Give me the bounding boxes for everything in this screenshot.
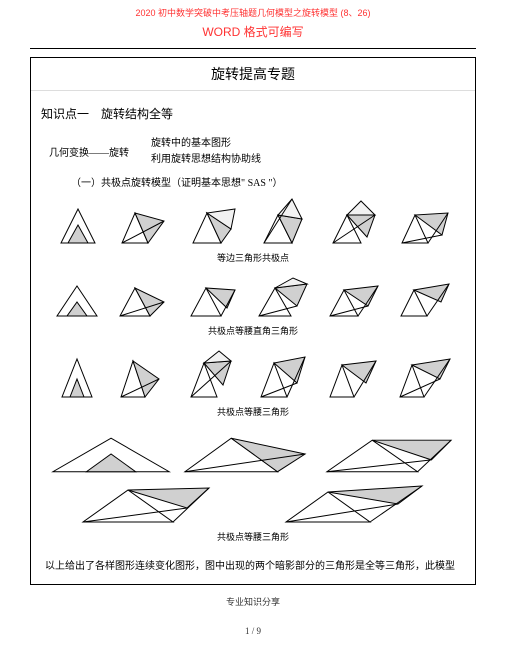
doc-header-sub: WORD 格式可编写: [0, 21, 506, 48]
fig-1-6: [398, 203, 454, 247]
page-title: 旋转提高专题: [31, 58, 475, 91]
footer-pagenum: 1 / 9: [0, 626, 506, 636]
fig-row-1: [41, 193, 465, 249]
fig-row-2: [41, 272, 465, 322]
content: 知识点一 旋转结构全等 几何变换——旋转 旋转中的基本图形 利用旋转思想结构协助…: [31, 91, 475, 584]
fig-3-2: [115, 355, 169, 401]
fig-2-1: [51, 280, 103, 320]
geo-transform-label: 几何变换——旋转: [49, 144, 129, 159]
fig-4-1: [47, 430, 175, 476]
fig-5-2: [280, 482, 430, 526]
fig-row-4: [41, 426, 465, 478]
caption-1: 等边三角形共极点: [41, 251, 465, 264]
fig-3-5: [324, 355, 382, 401]
fig-1-3: [187, 203, 241, 247]
fig-3-3: [183, 349, 239, 401]
fig-5-1: [77, 482, 217, 526]
top-rule: [30, 48, 476, 49]
fig-2-2: [116, 280, 172, 320]
line-b: 利用旋转思想结构协助线: [151, 152, 465, 168]
fig-1-5: [327, 199, 383, 247]
fig-row-3: [41, 345, 465, 403]
footer-share: 专业知识分享: [0, 595, 506, 608]
line-a: 旋转中的基本图形: [151, 136, 465, 152]
doc-header-top: 2020 初中数学突破中考压轴题几何模型之旋转模型 (8、26): [0, 0, 506, 21]
fig-2-3: [185, 280, 241, 320]
kp-label: 知识点一: [41, 107, 89, 121]
fig-3-6: [396, 355, 454, 401]
fig-3-1: [52, 355, 102, 401]
fig-1-4: [256, 197, 312, 247]
knowledge-point: 知识点一 旋转结构全等: [41, 105, 465, 122]
caption-4: 共极点等腰三角形: [41, 530, 465, 543]
fig-4-2: [179, 430, 317, 476]
fig-2-6: [397, 280, 455, 320]
fig-3-4: [253, 349, 311, 401]
sub-one: （一）共极点旋转模型（证明基本思想" SAS "）: [71, 174, 465, 189]
fig-2-5: [326, 280, 384, 320]
bottom-text: 以上给出了各样图形连续变化图形，图中出现的两个暗影部分的三角形是全等三角形，此模…: [41, 551, 465, 578]
fig-1-2: [118, 203, 172, 247]
kp-name: 旋转结构全等: [101, 107, 173, 121]
caption-3: 共极点等腰三角形: [41, 405, 465, 418]
fig-2-4: [253, 276, 313, 320]
fig-4-3: [321, 430, 459, 476]
fig-1-1: [53, 203, 103, 247]
page-frame: 旋转提高专题 知识点一 旋转结构全等 几何变换——旋转 旋转中的基本图形 利用旋…: [30, 57, 476, 585]
caption-2: 共极点等腰直角三角形: [41, 324, 465, 337]
fig-row-5: [41, 478, 465, 528]
